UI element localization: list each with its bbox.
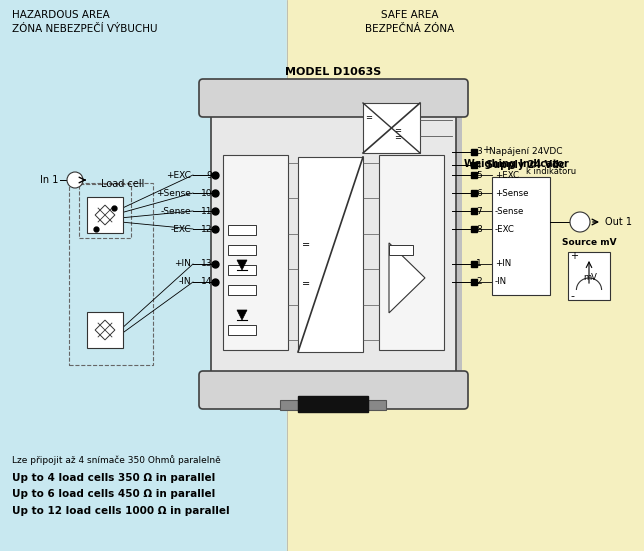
Text: 10: 10 — [200, 188, 212, 197]
Text: 13: 13 — [200, 260, 212, 268]
Text: =: = — [394, 126, 401, 135]
Text: +EXC: +EXC — [495, 170, 519, 180]
Circle shape — [67, 172, 83, 188]
Bar — [228, 245, 256, 255]
Text: -IN: -IN — [178, 278, 191, 287]
Text: ZÓNA NEBEZPEČÍ VÝBUCHU: ZÓNA NEBEZPEČÍ VÝBUCHU — [12, 24, 158, 34]
Text: 11: 11 — [200, 207, 212, 215]
Text: +Sense: +Sense — [495, 188, 529, 197]
Polygon shape — [389, 243, 425, 313]
Text: 5: 5 — [476, 170, 482, 180]
Polygon shape — [237, 260, 247, 270]
Bar — [379, 155, 444, 350]
Text: 1: 1 — [476, 260, 482, 268]
Text: =: = — [394, 133, 401, 143]
Text: 7: 7 — [476, 207, 482, 215]
Bar — [228, 285, 256, 295]
Bar — [281, 400, 299, 410]
Bar — [228, 265, 256, 275]
Text: -EXC: -EXC — [171, 224, 191, 234]
Text: 9: 9 — [206, 170, 212, 180]
Bar — [299, 396, 368, 412]
Text: 3: 3 — [476, 148, 482, 156]
Text: =: = — [365, 114, 372, 122]
Text: SAFE AREA: SAFE AREA — [381, 10, 439, 20]
Text: -: - — [570, 291, 574, 301]
Circle shape — [570, 212, 590, 232]
Text: Lze připojit až 4 snímače 350 Ohmů paralelně: Lze připojit až 4 snímače 350 Ohmů paral… — [12, 455, 221, 465]
Text: 8: 8 — [476, 224, 482, 234]
Text: Weighing Indicator: Weighing Indicator — [464, 159, 569, 169]
Bar — [368, 400, 386, 410]
Text: Up to 6 load cells 450 Ω in parallel: Up to 6 load cells 450 Ω in parallel — [12, 489, 215, 499]
Bar — [69, 183, 153, 365]
Text: Supply 24 Vdc: Supply 24 Vdc — [486, 160, 565, 170]
Text: 6: 6 — [476, 188, 482, 197]
Bar — [87, 197, 123, 233]
FancyBboxPatch shape — [199, 371, 468, 409]
Bar — [363, 103, 420, 153]
Text: k indikátoru: k indikátoru — [526, 167, 576, 176]
Bar — [287, 0, 644, 551]
Text: -IN: -IN — [495, 278, 507, 287]
Bar — [228, 225, 256, 235]
Text: Up to 4 load cells 350 Ω in parallel: Up to 4 load cells 350 Ω in parallel — [12, 473, 215, 483]
Bar — [492, 177, 550, 295]
Text: +EXC: +EXC — [166, 170, 191, 180]
Bar — [0, 0, 287, 551]
Text: BEZPEČNÁ ZÓNA: BEZPEČNÁ ZÓNA — [365, 24, 455, 34]
Text: +Sense: +Sense — [156, 188, 191, 197]
Text: mV: mV — [583, 273, 597, 283]
FancyBboxPatch shape — [213, 93, 462, 400]
Text: 12: 12 — [201, 224, 212, 234]
Bar — [568, 252, 610, 300]
Text: =: = — [302, 240, 310, 250]
Bar — [79, 184, 131, 238]
Text: Out 1: Out 1 — [605, 217, 632, 227]
Bar — [223, 155, 288, 350]
Text: In 1: In 1 — [40, 175, 58, 185]
Text: 4: 4 — [476, 160, 482, 170]
Text: +: + — [570, 251, 578, 261]
Text: Up to 12 load cells 1000 Ω in parallel: Up to 12 load cells 1000 Ω in parallel — [12, 506, 230, 516]
Polygon shape — [237, 310, 247, 320]
Bar — [228, 325, 256, 335]
Text: 14: 14 — [201, 278, 212, 287]
Text: =: = — [302, 279, 310, 289]
Text: +IN: +IN — [174, 260, 191, 268]
FancyBboxPatch shape — [211, 91, 456, 394]
Text: Source mV: Source mV — [562, 238, 616, 247]
FancyBboxPatch shape — [199, 79, 468, 117]
Text: +IN: +IN — [495, 260, 511, 268]
Bar — [87, 312, 123, 348]
Text: Load cell: Load cell — [101, 179, 145, 189]
Bar — [298, 157, 363, 352]
Text: Napájení 24VDC: Napájení 24VDC — [489, 147, 562, 155]
Text: -EXC: -EXC — [495, 224, 515, 234]
Text: +: + — [482, 145, 490, 155]
Bar — [389, 245, 413, 255]
Text: HAZARDOUS AREA: HAZARDOUS AREA — [12, 10, 109, 20]
Text: -Sense: -Sense — [160, 207, 191, 215]
Text: MODEL D1063S: MODEL D1063S — [285, 67, 382, 77]
Text: -Sense: -Sense — [495, 207, 524, 215]
Text: 2: 2 — [476, 278, 482, 287]
